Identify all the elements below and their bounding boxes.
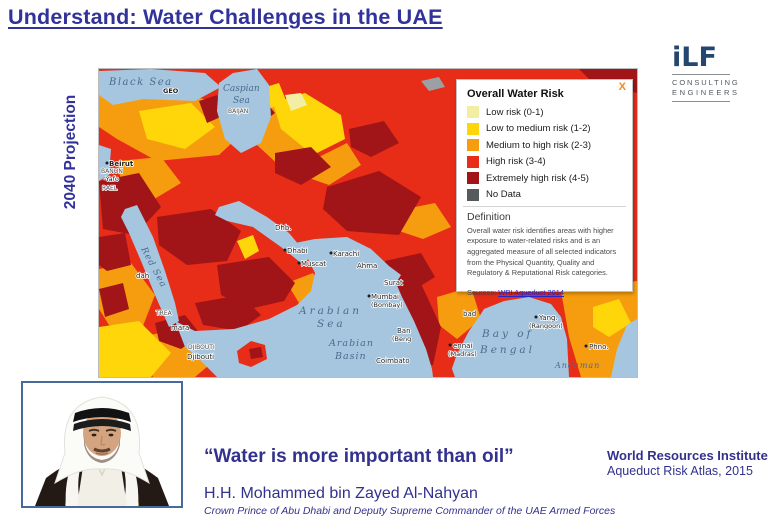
legend-swatch-extremely-high [467,172,479,184]
legend-divider [463,205,626,207]
portrait-photo [21,381,183,508]
sea-label-andaman: Andaman [554,361,600,370]
legend-item-low-medium: Low to medium risk (1-2) [467,122,622,135]
quote-author: H.H. Mohammed bin Zayed Al-Nahyan [204,485,478,502]
place-label-rael: RAEL [102,185,118,192]
place-label-bengaluru: (Beng [392,335,411,343]
place-label-coimbatore: Coimbato [376,357,410,365]
legend-label-high: High risk (3-4) [486,156,546,167]
ilf-logo-line1: CONSULTING [672,78,740,87]
legend-swatch-low-medium [467,122,479,135]
legend-definition-title: Definition [467,210,511,223]
city-dot [297,261,301,265]
place-label-baijan: BAIJAN [228,108,248,115]
place-label-bombay: (Bombay) [371,301,403,309]
legend-label-extremely-high: Extremely high risk (4-5) [486,172,589,184]
legend-label-low: Low risk (0-1) [486,106,544,118]
legend-label-medium-high: Medium to high risk (2-3) [486,139,592,151]
legend-sources: Sources: WRI Aqueduct 2014 [467,288,622,297]
legend-item-no-data: No Data [467,188,622,201]
place-label-surat: Surat [384,279,403,287]
legend-swatch-high [467,155,479,168]
place-label-banon: BANON [101,168,123,175]
place-label-hyderabad: bad [463,310,476,318]
place-label-yangon: Yang. [538,314,558,322]
place-label-djibouti-country: DJIBOUTI [188,344,215,351]
legend-item-extremely-high: Extremely high risk (4-5) [467,172,622,184]
place-label-asmara: mara [171,324,189,332]
place-label-geo: GEO [163,87,179,95]
legend-item-low: Low risk (0-1) [467,106,622,118]
place-label-bangalore: Ban [397,327,411,335]
city-dot [367,294,371,298]
legend-sources-link[interactable]: WRI Aqueduct 2014 [498,288,564,298]
sea-label-caspian-sea: Sea [233,96,250,106]
legend-item-medium-high: Medium to high risk (2-3) [467,139,622,151]
sea-label-bengal: Bengal [479,344,535,356]
city-dot [534,315,538,319]
place-label-ahmadabad: Ahma [357,262,377,270]
ilf-logo-line2: ENGINEERS [672,88,740,97]
city-dot [329,251,333,255]
sea-label-caspian: Caspian [223,84,260,94]
projection-label: 2040 Projection [62,94,79,210]
city-dot [283,248,287,252]
place-label-beirut: Beirut [109,160,134,168]
legend-swatch-no-data [467,188,479,201]
legend-sources-label: Sources: [467,288,497,298]
ilf-logo: iLF CONSULTING ENGINEERS [672,42,740,105]
place-label-karachi: Karachi [333,250,359,258]
place-label-muscat: Muscat [301,260,326,268]
sea-label-arabian-basin-1: Arabian [328,338,374,349]
quote-author-role: Crown Prince of Abu Dhabi and Deputy Sup… [204,505,616,517]
legend-definition-text: Overall water risk identifies areas with… [467,225,617,278]
sea-label-arabian: Arabian [298,305,362,317]
legend-swatch-medium-high [467,139,479,151]
sea-label-bay-of: Bay of [481,328,533,340]
legend-close-icon[interactable]: X [618,81,626,93]
place-label-dubai: Dhb. [275,224,292,232]
sea-label-arabian-sea: Sea [317,318,346,330]
legend-title: Overall Water Risk [467,88,564,100]
legend-item-high: High risk (3-4) [467,155,622,168]
city-dot [105,161,109,165]
place-label-mumbai: Mumbai [371,293,399,301]
ilf-logo-mark: iLF [672,42,717,73]
place-label-madras: (Madras) [448,350,477,358]
water-risk-map: Black Sea Caspian Sea Red Sea Arabian Se… [98,68,638,378]
place-label-phnom: Phno. [589,343,608,351]
attribution-institute: World Resources Institute [607,448,768,463]
place-label-yafo: -Yafo [104,175,119,183]
city-dot [448,343,452,347]
place-label-jeddah: dah [136,272,149,280]
legend-label-no-data: No Data [486,189,521,200]
attribution-atlas: Aqueduct Risk Atlas, 2015 [607,464,753,478]
water-risk-legend: X Overall Water Risk Low risk (0-1) Low … [456,79,633,297]
place-label-trea: TREA [155,310,173,317]
legend-label-low-medium: Low to medium risk (1-2) [486,123,591,134]
quote-text: “Water is more important than oil” [204,446,514,467]
place-label-abu-dhabi: Dhabi [287,247,308,255]
page-title: Understand: Water Challenges in the UAE [8,5,443,29]
place-label-rangoon: (Rangoon) [529,322,563,330]
logo-divider [672,101,730,102]
sea-label-arabian-basin-2: Basin [334,351,367,362]
city-dot [584,344,588,348]
place-label-djibouti-city: Djibouti [187,353,214,361]
sea-label-black-sea: Black Sea [108,77,173,88]
portrait-illustration [23,383,181,506]
place-label-chennai: ennai [453,342,472,350]
logo-divider [672,74,730,75]
legend-swatch-low [467,106,479,118]
